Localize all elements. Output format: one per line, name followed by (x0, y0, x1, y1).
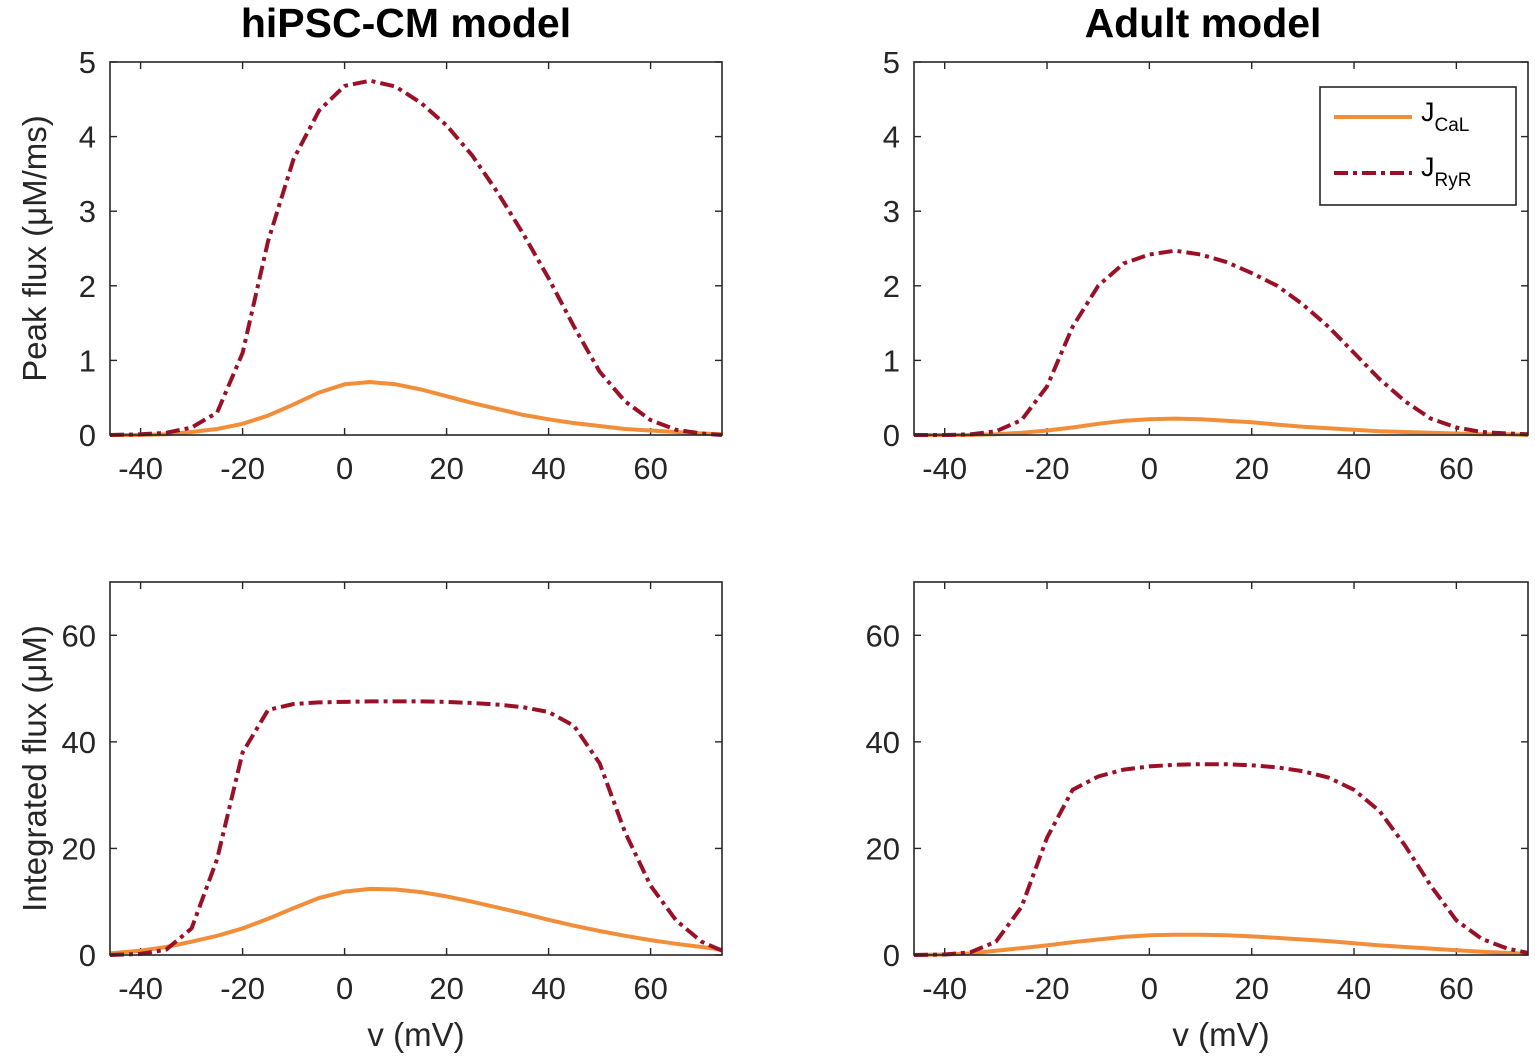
legend-label-ryr: JRyR (1421, 152, 1471, 191)
axes-box (109, 61, 723, 436)
series-line-jryr (914, 762, 1528, 957)
legend-box (1319, 86, 1517, 206)
y-tick-label: 40 (62, 725, 96, 760)
panel-4: -40 -20 0 20 40 60 0 20 40 60 v (mV) (866, 581, 1529, 1053)
series-line-jryr (914, 248, 1528, 437)
axes-box (913, 581, 1529, 956)
x-tick-label: 40 (1337, 971, 1371, 1006)
y-tick-label: 5 (883, 45, 900, 80)
y-tick-label: 0 (79, 938, 96, 973)
series-line-jryr (110, 699, 722, 957)
y-tick-label: 4 (883, 120, 900, 155)
x-tick-label: -20 (220, 971, 265, 1006)
y-tick-label: 1 (883, 343, 900, 378)
x-tick-label: 20 (1234, 971, 1268, 1006)
x-axis-label: v (mV) (367, 1016, 464, 1053)
x-tick-label: 20 (429, 971, 463, 1006)
series-line-jryr (110, 78, 722, 437)
y-tick-label: 60 (62, 618, 96, 653)
title-hipsc-cm-model: hiPSC-CM model (241, 0, 571, 46)
x-tick-label: 0 (1141, 971, 1158, 1006)
series-line-jcal (914, 416, 1528, 437)
x-tick-label: -20 (220, 451, 265, 486)
x-axis-label: v (mV) (1172, 1016, 1269, 1053)
title-adult-model: Adult model (1085, 0, 1322, 46)
y-tick-label: 3 (79, 194, 96, 229)
y-tick-label: 1 (79, 343, 96, 378)
x-tick-label: 60 (633, 971, 667, 1006)
x-tick-label: 0 (1141, 451, 1158, 486)
x-tick-label: 0 (336, 451, 353, 486)
x-tick-label: 60 (633, 451, 667, 486)
series-line-jcal (914, 932, 1528, 957)
x-tick-label: 20 (1234, 451, 1268, 486)
series-line-jcal (110, 380, 722, 437)
x-tick-label: 20 (429, 451, 463, 486)
x-tick-label: 60 (1439, 971, 1473, 1006)
axes-box (109, 581, 723, 956)
y-tick-label: 20 (62, 831, 96, 866)
y-tick-label: 20 (866, 831, 900, 866)
x-tick-label: 40 (531, 971, 565, 1006)
y-tick-label: 0 (79, 418, 96, 453)
x-tick-label: -40 (922, 971, 967, 1006)
y-tick-label: 5 (79, 45, 96, 80)
x-tick-label: -40 (118, 451, 163, 486)
y-tick-label: 4 (79, 120, 96, 155)
panel-3: -40 -20 0 20 40 60 0 20 40 60 v (mV) Integrated flu… (16, 581, 723, 1053)
legend-label-cal: JCaL (1421, 97, 1469, 136)
series-line-jcal (110, 886, 722, 956)
y-axis-label: Peak flux (μM/ms) (16, 115, 53, 382)
y-tick-label: 60 (866, 618, 900, 653)
x-tick-label: -40 (118, 971, 163, 1006)
x-tick-label: -20 (1025, 971, 1070, 1006)
y-tick-label: 40 (866, 725, 900, 760)
y-axis-label: Integrated flux (μM) (16, 625, 53, 912)
y-tick-label: 0 (883, 418, 900, 453)
y-tick-label: 2 (883, 269, 900, 304)
legend: JCaL JRyR (1319, 86, 1517, 206)
axes-box (913, 61, 1529, 436)
y-tick-label: 0 (883, 938, 900, 973)
y-tick-label: 2 (79, 269, 96, 304)
x-tick-label: -20 (1025, 451, 1070, 486)
x-tick-label: 40 (531, 451, 565, 486)
x-tick-label: -40 (922, 451, 967, 486)
x-tick-label: 0 (336, 971, 353, 1006)
y-tick-label: 3 (883, 194, 900, 229)
x-tick-label: 60 (1439, 451, 1473, 486)
panel-2: -40 -20 0 20 40 60 0 1 2 3 4 5 (883, 45, 1529, 486)
panel-1: -40 -20 0 20 40 60 0 1 2 3 4 5 Peak flux (μM/ms) (16, 45, 723, 486)
x-tick-label: 40 (1337, 451, 1371, 486)
